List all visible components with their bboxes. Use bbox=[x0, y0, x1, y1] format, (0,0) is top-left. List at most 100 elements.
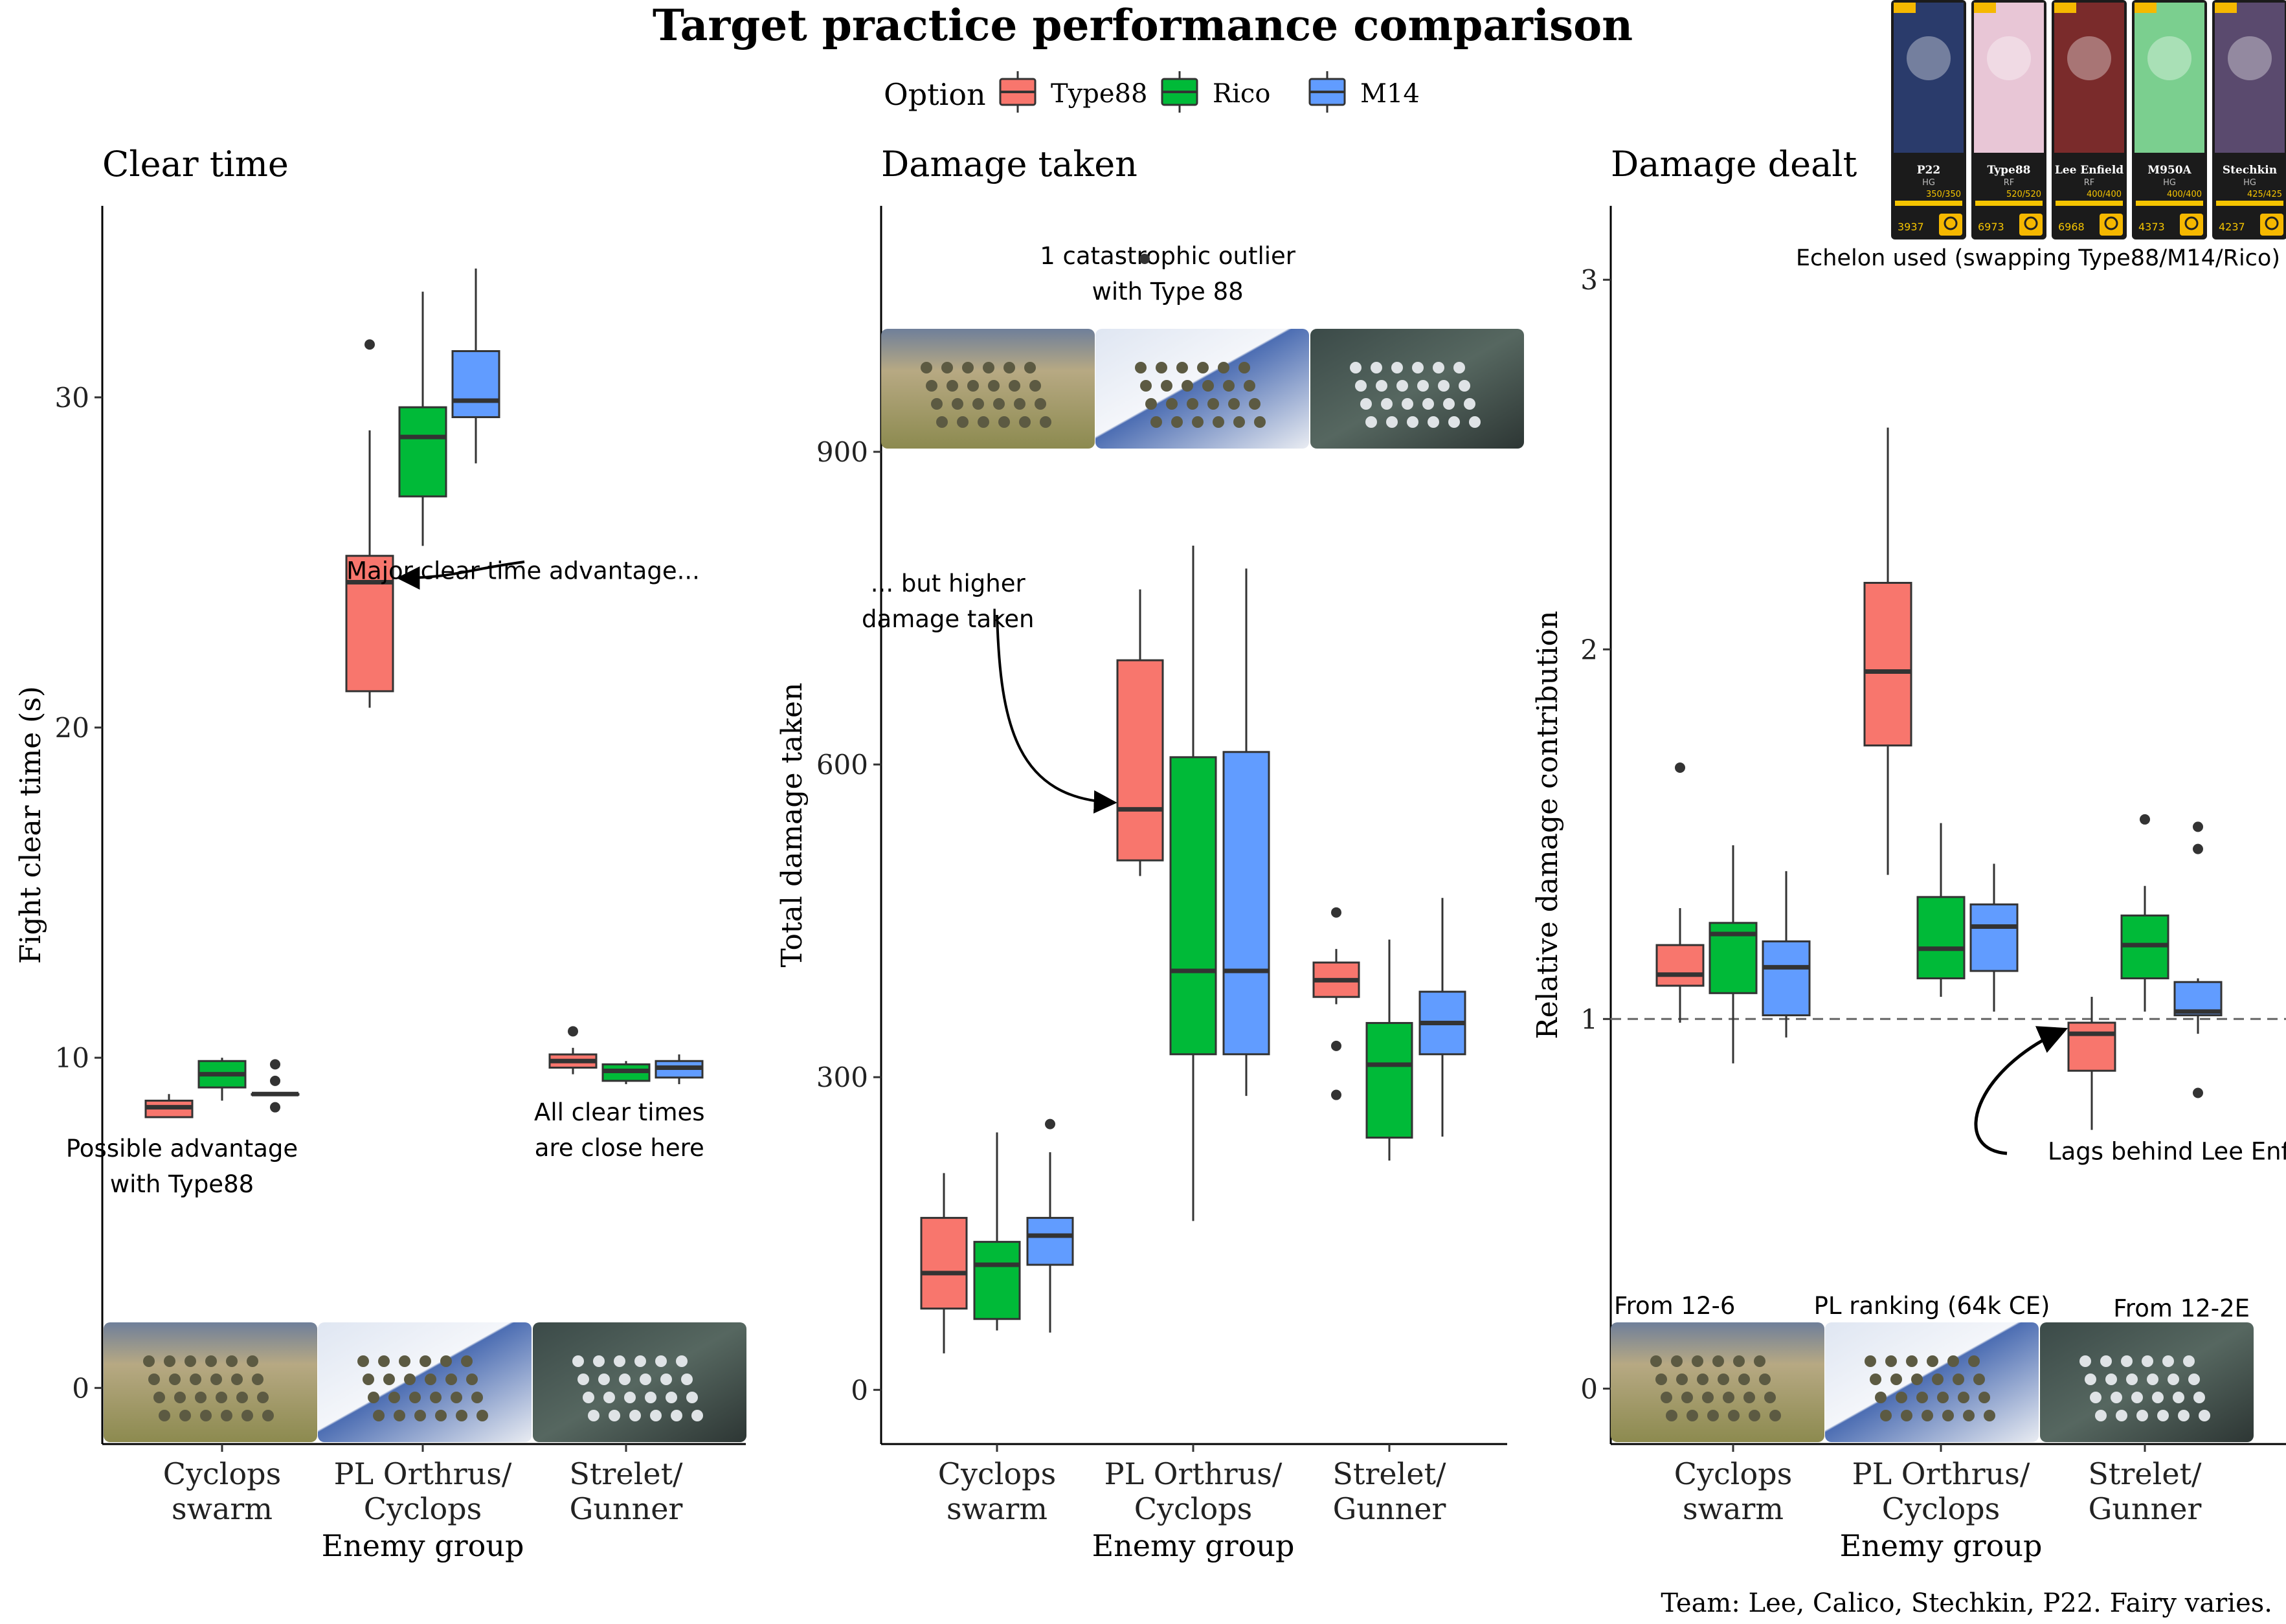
scene-background bbox=[533, 1322, 746, 1442]
scene-unit bbox=[1218, 362, 1229, 373]
y-tick-label: 20 bbox=[55, 712, 89, 744]
boxplot-m14 bbox=[251, 1059, 300, 1113]
scene-unit bbox=[1686, 1410, 1698, 1421]
scene-unit bbox=[1014, 398, 1025, 410]
legend-label: Type88 bbox=[1051, 79, 1147, 109]
boxplot-rico bbox=[1709, 845, 1758, 1063]
x-tick-label: Cyclops swarm bbox=[938, 1456, 1056, 1526]
outlier-point bbox=[568, 1026, 578, 1037]
scene-unit bbox=[2168, 1374, 2179, 1385]
portrait-face bbox=[2147, 36, 2191, 80]
outlier-point bbox=[270, 1075, 280, 1086]
boxplot-rico bbox=[197, 1058, 247, 1101]
scene-unit bbox=[993, 398, 1005, 410]
portrait-face bbox=[2067, 36, 2111, 80]
scene-unit bbox=[363, 1374, 374, 1385]
boxplot-type88 bbox=[548, 1026, 598, 1074]
x-axis-title: Enemy group bbox=[322, 1528, 524, 1563]
scene-unit bbox=[614, 1355, 625, 1367]
scene-unit bbox=[691, 1410, 703, 1421]
scene-unit bbox=[2095, 1410, 2107, 1421]
scene-unit bbox=[1681, 1392, 1693, 1403]
scene-unit bbox=[1407, 416, 1418, 428]
scene-unit bbox=[1870, 1374, 1881, 1385]
boxplot-rico bbox=[1169, 545, 1217, 1221]
boxplot-m14 bbox=[1969, 863, 2019, 1012]
zoom-icon bbox=[2265, 216, 2279, 230]
scene-unit bbox=[931, 398, 943, 410]
scene-background bbox=[1611, 1322, 1824, 1442]
x-tick-label: PL Orthrus/Cyclops bbox=[1852, 1456, 2030, 1526]
scene-unit bbox=[236, 1392, 248, 1403]
scene-unit bbox=[425, 1374, 436, 1385]
scene-unit bbox=[1764, 1392, 1776, 1403]
card-name: P22 bbox=[1917, 164, 1940, 177]
scene-unit bbox=[2121, 1355, 2133, 1367]
box bbox=[1762, 940, 1811, 1017]
annotation-text: All clear times are close here bbox=[534, 1098, 705, 1162]
scene-unit bbox=[1697, 1374, 1709, 1385]
scene-unit bbox=[357, 1355, 369, 1367]
scene-unit bbox=[1391, 362, 1403, 373]
scene-unit bbox=[179, 1410, 191, 1421]
outlier-point bbox=[1045, 1118, 1055, 1129]
card-hp: 425/425 bbox=[2247, 190, 2282, 199]
boxplot-type88 bbox=[1863, 427, 1912, 875]
box bbox=[2067, 1021, 2116, 1072]
scene-unit bbox=[957, 416, 969, 428]
scene-unit bbox=[1464, 398, 1475, 410]
chart-title: Target practice performance comparison bbox=[653, 0, 1633, 50]
scene-unit bbox=[1973, 1374, 1985, 1385]
enemy-scene-image bbox=[104, 1322, 317, 1442]
scene-unit bbox=[947, 380, 958, 392]
scene-unit bbox=[588, 1410, 600, 1421]
annotation-text: 1 catastrophic outlier with Type 88 bbox=[1040, 242, 1296, 306]
scene-unit bbox=[2085, 1374, 2096, 1385]
x-tick-label: Strelet/Gunner bbox=[1332, 1456, 1446, 1526]
scene-unit bbox=[1676, 1374, 1688, 1385]
scene-unit bbox=[650, 1410, 662, 1421]
scene-unit bbox=[368, 1392, 379, 1403]
scene-unit bbox=[1953, 1374, 1964, 1385]
scene-unit bbox=[1968, 1355, 1980, 1367]
scene-unit bbox=[1355, 380, 1367, 392]
scene-unit bbox=[1885, 1355, 1897, 1367]
scene-unit bbox=[624, 1392, 636, 1403]
card-class: RF bbox=[2004, 178, 2015, 188]
card-portrait bbox=[2215, 3, 2285, 153]
scene-unit bbox=[2105, 1374, 2117, 1385]
scene-unit bbox=[983, 362, 994, 373]
enemy-scene-image bbox=[1095, 329, 1309, 449]
scene-unit bbox=[2142, 1355, 2153, 1367]
scene-unit bbox=[200, 1410, 212, 1421]
scene-unit bbox=[2173, 1392, 2184, 1403]
scene-unit bbox=[1024, 362, 1036, 373]
scene-unit bbox=[1381, 398, 1393, 410]
box bbox=[345, 555, 394, 693]
scene-unit bbox=[1040, 416, 1051, 428]
scene-unit bbox=[1396, 380, 1408, 392]
scene-unit bbox=[1135, 362, 1147, 373]
scene-unit bbox=[593, 1355, 605, 1367]
scene-background bbox=[104, 1322, 317, 1442]
scene-unit bbox=[456, 1410, 467, 1421]
scene-unit bbox=[2199, 1410, 2210, 1421]
y-axis-title: Fight clear time (s) bbox=[14, 686, 47, 964]
scene-unit bbox=[572, 1355, 584, 1367]
scene-unit bbox=[1166, 398, 1178, 410]
box bbox=[1169, 756, 1217, 1056]
scene-unit bbox=[962, 362, 974, 373]
scene-unit bbox=[226, 1355, 238, 1367]
scene-background bbox=[1825, 1322, 2039, 1442]
scene-unit bbox=[143, 1355, 155, 1367]
scene-unit bbox=[1182, 380, 1193, 392]
scene-unit bbox=[2147, 1374, 2158, 1385]
x-tick-label: PL Orthrus/Cyclops bbox=[334, 1456, 512, 1526]
scene-unit bbox=[972, 398, 984, 410]
panel-clear-time: Clear time Fight clear time (s) 0 10 20 30 Cyc… bbox=[14, 144, 746, 1563]
box bbox=[1026, 1217, 1074, 1266]
card-power: 3937 bbox=[1898, 221, 1924, 233]
scene-unit bbox=[978, 416, 989, 428]
scene-unit bbox=[476, 1410, 488, 1421]
